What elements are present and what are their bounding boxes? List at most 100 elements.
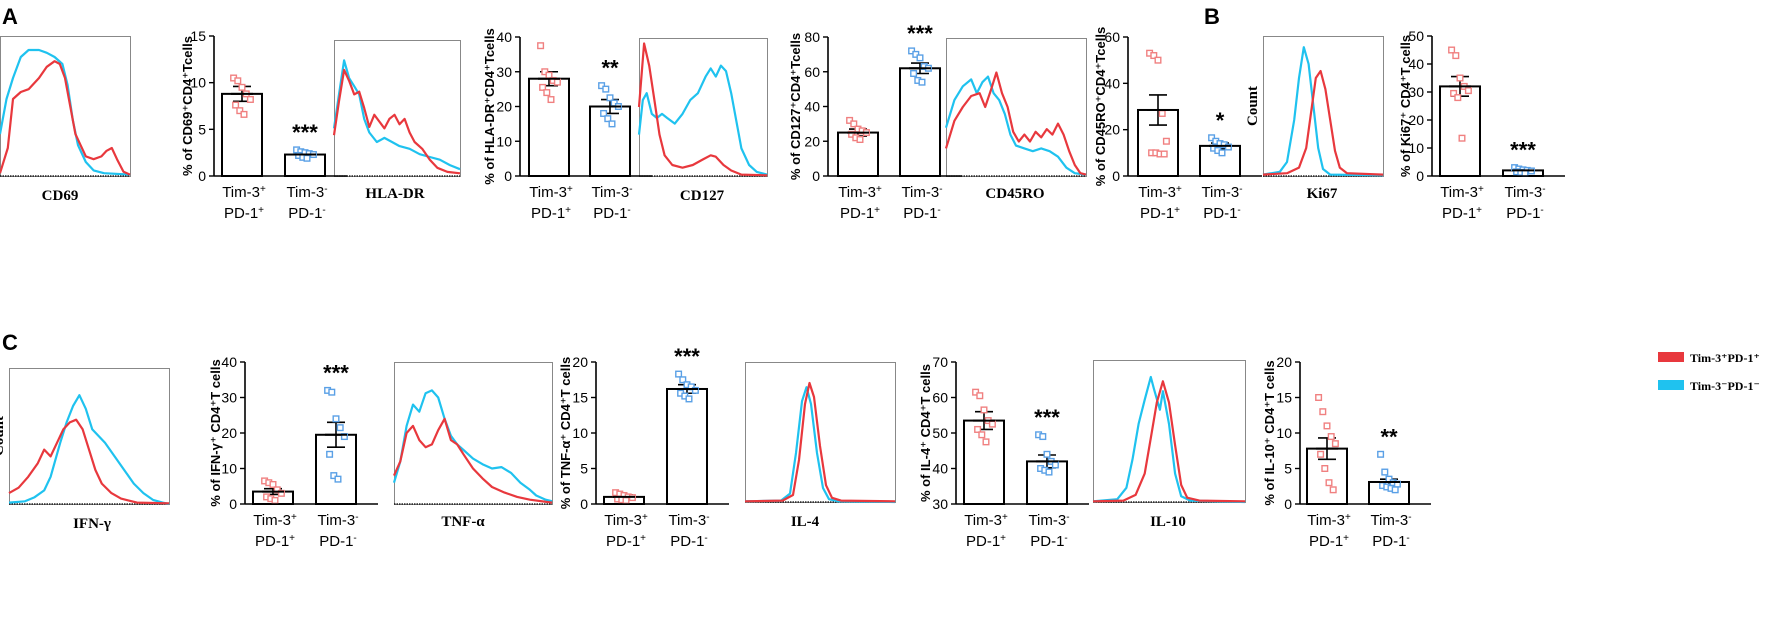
category-label-tim3: Tim-3-	[1201, 184, 1242, 202]
barchart-8: 30 40 50 60 70% of IL-4⁺ CD4⁺T cells *** Tim-3…	[918, 354, 1089, 550]
data-point	[1224, 143, 1232, 151]
y-tick-label: 0	[1284, 496, 1292, 512]
category-label-pd1: PD-1-	[1030, 533, 1068, 551]
data-point	[988, 420, 996, 428]
legend: Tim-3⁺PD-1⁺ Tim-3⁻PD-1⁻	[1658, 351, 1760, 393]
histogram-curve-tim3pos	[392, 417, 553, 504]
y-tick-label: 20	[1408, 112, 1424, 128]
data-point	[271, 496, 279, 504]
data-point	[543, 89, 551, 97]
histogram-5: Ki67 Count	[1245, 36, 1384, 202]
significance-label: ***	[674, 344, 700, 369]
data-point	[1450, 89, 1458, 97]
data-point	[600, 109, 608, 117]
data-point	[1321, 465, 1329, 473]
category-label-pd1: PD-1+	[255, 533, 295, 551]
y-axis-title: % of CD69⁺CD4⁺Tcells	[180, 36, 195, 176]
data-point	[303, 154, 311, 162]
histogram-curve-tim3pos	[8, 418, 170, 505]
y-tick-label: 10	[221, 461, 237, 477]
category-label-tim3: Tim-3-	[317, 512, 358, 530]
y-tick-label: 20	[221, 425, 237, 441]
significance-label: *	[1216, 108, 1225, 133]
barchart-4: 0 20 40 60% of CD45RO⁺CD4⁺Tcells * Tim-3+ PD-1…	[1093, 27, 1262, 222]
histogram-9: IL-10	[1092, 360, 1246, 530]
y-tick-label: 10	[572, 425, 588, 441]
y-tick-label: 30	[496, 64, 512, 80]
data-point	[238, 83, 246, 91]
histogram-marker-label: HLA-DR	[365, 186, 424, 202]
legend-swatch-tim3neg	[1658, 380, 1684, 390]
barchart-6: 0 10 20 30 40% of IFN-γ⁺ CD4⁺T cells *** Tim-3…	[208, 354, 378, 550]
data-point	[547, 96, 555, 104]
data-point	[1452, 52, 1460, 60]
y-tick-label: 20	[1104, 122, 1120, 138]
data-point	[240, 110, 248, 118]
data-point	[332, 415, 340, 423]
category-label-tim3: Tim-3-	[1028, 512, 1069, 530]
y-tick-label: 60	[932, 390, 948, 406]
histogram-8: IL-4	[744, 362, 896, 530]
bar-tim3neg	[666, 387, 708, 506]
histogram-marker-label: TNF-α	[441, 514, 485, 530]
barchart-9: 0 5 10 15 20% of IL-10⁺ CD4⁺T cells ** Tim-3+ P…	[1262, 354, 1431, 550]
data-point	[1458, 134, 1466, 142]
y-tick-label: 40	[1408, 56, 1424, 72]
y-tick-label: 5	[198, 121, 206, 137]
histogram-curve-tim3pos	[637, 42, 768, 177]
histogram-frame	[9, 368, 170, 505]
count-axis-label: Count	[0, 416, 7, 456]
y-tick-label: 15	[572, 390, 588, 406]
y-tick-label: 40	[804, 99, 820, 115]
data-point	[679, 376, 687, 384]
y-tick-label: 40	[496, 29, 512, 45]
category-label-tim3: Tim-3-	[1370, 512, 1411, 530]
y-axis-title: % of TNF-α⁺ CD4⁺T cells	[558, 357, 573, 509]
data-point	[1218, 149, 1226, 157]
category-label-pd1: PD-1-	[288, 205, 326, 223]
histogram-marker-label: IFN-γ	[73, 516, 111, 532]
category-label-tim3: Tim-3-	[591, 184, 632, 202]
y-tick-label: 5	[1284, 461, 1292, 477]
histogram-frame	[1263, 36, 1384, 177]
data-point	[1325, 479, 1333, 487]
data-point	[236, 107, 244, 115]
data-point	[269, 480, 277, 488]
y-tick-label: 40	[932, 461, 948, 477]
histogram-1: CD69Count	[0, 36, 131, 204]
data-point	[328, 388, 336, 396]
histogram-curve-tim3neg	[1262, 46, 1384, 177]
histogram-curve-tim3neg	[944, 75, 1087, 176]
category-label-tim3: Tim-3+	[1138, 184, 1182, 202]
barchart-7: 0 5 10 15 20% of TNF-α⁺ CD4⁺T cells *** Tim-3+…	[558, 344, 729, 550]
data-point	[334, 475, 342, 483]
data-point	[537, 42, 545, 50]
y-tick-label: 20	[804, 133, 820, 149]
data-point	[232, 101, 240, 109]
histogram-marker-label: CD69	[42, 188, 79, 204]
data-point	[675, 370, 683, 378]
bar-tim3pos	[1439, 85, 1481, 177]
histogram-curve-tim3neg	[637, 64, 768, 176]
category-label-tim3: Tim-3+	[964, 512, 1008, 530]
panel-letter-c: C	[2, 330, 18, 355]
bar-tim3neg	[899, 67, 941, 177]
category-label-pd1: PD-1+	[606, 533, 646, 551]
category-label-tim3: Tim-3+	[222, 184, 266, 202]
data-point	[691, 386, 699, 394]
y-tick-label: 30	[932, 496, 948, 512]
data-point	[273, 486, 281, 494]
y-tick-label: 10	[190, 75, 206, 91]
y-tick-label: 0	[1416, 168, 1424, 184]
y-tick-label: 10	[1408, 140, 1424, 156]
data-point	[604, 115, 612, 123]
y-axis-title: % of IL-10⁺ CD4⁺T cells	[1262, 360, 1277, 505]
data-point	[1045, 468, 1053, 476]
significance-label: **	[1380, 424, 1398, 449]
data-point	[246, 95, 254, 103]
histogram-frame	[745, 362, 896, 503]
histogram-layer: CD69CountHLA-DRCD127CD45ROKi67CountIFN-γ…	[0, 36, 1384, 532]
category-label-tim3: Tim-3+	[838, 184, 882, 202]
data-point	[1150, 52, 1158, 60]
